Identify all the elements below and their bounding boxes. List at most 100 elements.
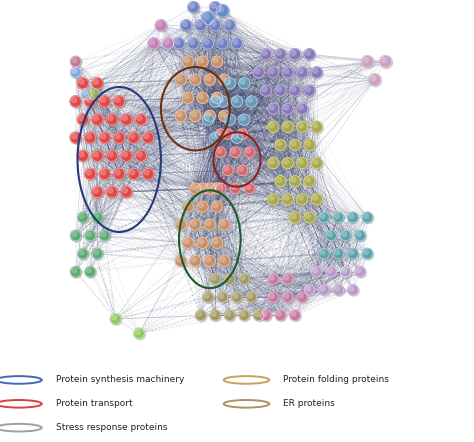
Circle shape bbox=[211, 275, 222, 286]
Circle shape bbox=[312, 68, 323, 79]
Circle shape bbox=[231, 148, 242, 159]
Circle shape bbox=[276, 141, 287, 152]
Circle shape bbox=[370, 76, 376, 81]
Circle shape bbox=[269, 293, 274, 298]
Circle shape bbox=[289, 175, 301, 187]
Circle shape bbox=[218, 39, 229, 50]
Circle shape bbox=[262, 86, 273, 97]
Circle shape bbox=[297, 157, 308, 169]
Circle shape bbox=[93, 213, 104, 224]
Circle shape bbox=[183, 57, 195, 69]
Circle shape bbox=[224, 130, 234, 141]
Circle shape bbox=[211, 133, 216, 139]
Circle shape bbox=[217, 148, 227, 159]
Circle shape bbox=[190, 255, 201, 267]
Circle shape bbox=[211, 97, 222, 108]
Text: Protein transport: Protein transport bbox=[56, 399, 133, 408]
Circle shape bbox=[319, 248, 329, 259]
Circle shape bbox=[182, 21, 193, 32]
Circle shape bbox=[233, 39, 238, 45]
Circle shape bbox=[164, 39, 169, 45]
Circle shape bbox=[121, 150, 132, 161]
Circle shape bbox=[212, 93, 224, 105]
Circle shape bbox=[269, 275, 280, 286]
Circle shape bbox=[213, 57, 218, 63]
Circle shape bbox=[231, 132, 243, 143]
Circle shape bbox=[184, 239, 189, 244]
Circle shape bbox=[348, 212, 358, 223]
Circle shape bbox=[237, 165, 248, 175]
Circle shape bbox=[176, 111, 188, 123]
Circle shape bbox=[206, 184, 211, 190]
Circle shape bbox=[93, 250, 104, 260]
Circle shape bbox=[311, 267, 322, 277]
Circle shape bbox=[211, 56, 223, 67]
Circle shape bbox=[268, 292, 279, 302]
Circle shape bbox=[115, 133, 126, 145]
Circle shape bbox=[283, 159, 289, 164]
Circle shape bbox=[177, 221, 182, 226]
Circle shape bbox=[190, 219, 201, 230]
Circle shape bbox=[204, 110, 216, 122]
Circle shape bbox=[183, 93, 195, 105]
Circle shape bbox=[246, 292, 257, 302]
Circle shape bbox=[199, 184, 203, 190]
Circle shape bbox=[247, 97, 253, 103]
Circle shape bbox=[255, 311, 265, 322]
Circle shape bbox=[184, 94, 189, 99]
Circle shape bbox=[313, 268, 318, 273]
Circle shape bbox=[182, 21, 187, 27]
Circle shape bbox=[72, 268, 82, 278]
Circle shape bbox=[320, 286, 330, 296]
Circle shape bbox=[198, 184, 210, 195]
Circle shape bbox=[136, 150, 146, 161]
Circle shape bbox=[197, 311, 207, 322]
Circle shape bbox=[283, 293, 294, 304]
Circle shape bbox=[335, 213, 339, 218]
Circle shape bbox=[224, 114, 236, 125]
Circle shape bbox=[356, 268, 361, 273]
Circle shape bbox=[86, 97, 97, 108]
Circle shape bbox=[112, 315, 117, 320]
Circle shape bbox=[283, 292, 293, 302]
Circle shape bbox=[283, 68, 294, 79]
Circle shape bbox=[304, 49, 315, 60]
Circle shape bbox=[114, 132, 125, 143]
Circle shape bbox=[210, 96, 221, 107]
Circle shape bbox=[247, 97, 258, 108]
Circle shape bbox=[355, 267, 365, 277]
Circle shape bbox=[334, 213, 345, 224]
Circle shape bbox=[72, 133, 77, 139]
Circle shape bbox=[216, 183, 226, 194]
Circle shape bbox=[291, 177, 296, 182]
Circle shape bbox=[79, 115, 84, 121]
Circle shape bbox=[349, 286, 354, 291]
Circle shape bbox=[108, 151, 118, 163]
Circle shape bbox=[297, 103, 308, 114]
Circle shape bbox=[148, 38, 159, 49]
Circle shape bbox=[312, 268, 323, 278]
Circle shape bbox=[340, 230, 351, 241]
Circle shape bbox=[72, 58, 77, 62]
Circle shape bbox=[210, 132, 221, 143]
Circle shape bbox=[362, 248, 373, 259]
Circle shape bbox=[217, 130, 227, 141]
Circle shape bbox=[268, 157, 279, 169]
Circle shape bbox=[205, 220, 217, 232]
Circle shape bbox=[188, 2, 199, 13]
Circle shape bbox=[197, 312, 201, 316]
Circle shape bbox=[240, 115, 251, 126]
Circle shape bbox=[275, 139, 286, 151]
Circle shape bbox=[201, 12, 214, 24]
Circle shape bbox=[342, 232, 346, 236]
Circle shape bbox=[349, 286, 359, 296]
Circle shape bbox=[99, 132, 110, 143]
Circle shape bbox=[79, 79, 84, 84]
Circle shape bbox=[240, 311, 251, 322]
Circle shape bbox=[211, 312, 216, 316]
Circle shape bbox=[226, 311, 236, 322]
Circle shape bbox=[143, 132, 154, 143]
Circle shape bbox=[93, 79, 104, 90]
Circle shape bbox=[144, 170, 149, 175]
Circle shape bbox=[106, 150, 118, 161]
